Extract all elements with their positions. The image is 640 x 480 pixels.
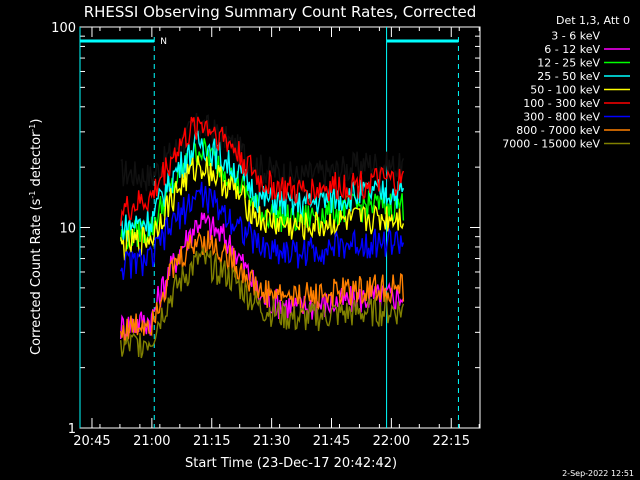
- legend-entry-label: 7000 - 15000 keV: [502, 138, 600, 151]
- y-tick-label: 100: [51, 21, 76, 36]
- x-tick-label: 21:15: [193, 434, 230, 449]
- series-line: [120, 181, 405, 280]
- y-tick-label: 10: [59, 222, 76, 237]
- series-line: [120, 130, 405, 242]
- y-tick-label: 1: [68, 422, 76, 437]
- legend-entry-label: 50 - 100 keV: [530, 84, 600, 97]
- series-line: [120, 245, 405, 359]
- legend-entry-label: 800 - 7000 keV: [516, 124, 600, 137]
- x-tick-label: 22:15: [433, 434, 470, 449]
- plot-area: 1 10 100 20:45 21:00 21:15 21:30 21:45 22:00 22:1…: [51, 21, 481, 449]
- legend-entry-label: 300 - 800 keV: [523, 111, 600, 124]
- legend-entry-label: 3 - 6 keV: [551, 30, 600, 43]
- series-line: [120, 116, 405, 226]
- x-tick-label: 21:00: [133, 434, 170, 449]
- legend-entry-label: 12 - 25 keV: [537, 57, 600, 70]
- x-tick-label: 20:45: [73, 434, 110, 449]
- legend-entry-label: 25 - 50 keV: [537, 70, 600, 83]
- x-tick-label: 21:30: [253, 434, 290, 449]
- chart-title: RHESSI Observing Summary Count Rates, Co…: [84, 3, 477, 21]
- legend-entry-label: 6 - 12 keV: [544, 43, 600, 56]
- series-line: [120, 230, 405, 346]
- y-axis-label: Corrected Count Rate (s-1 detector-1): [28, 119, 44, 355]
- night-marker: N: [160, 37, 167, 47]
- x-axis-label: Start Time (23-Dec-17 20:42:42): [185, 456, 397, 471]
- x-tick-label: 22:00: [373, 434, 410, 449]
- timestamp-footer: 2-Sep-2022 12:51: [562, 469, 634, 478]
- legend-header: Det 1,3, Att 0: [556, 14, 630, 27]
- series-line: [120, 155, 405, 261]
- series-line: [120, 113, 405, 192]
- legend-entry-label: 100 - 300 keV: [523, 97, 600, 110]
- x-tick-label: 21:45: [313, 434, 350, 449]
